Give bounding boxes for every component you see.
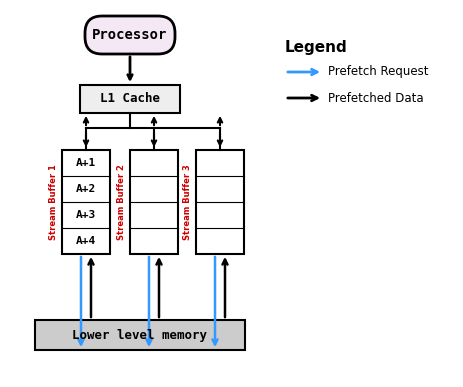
Bar	[35, 320, 244, 350]
Text: A+4: A+4	[76, 236, 96, 246]
Bar	[130, 150, 178, 254]
Bar	[62, 150, 110, 254]
Text: A+3: A+3	[76, 210, 96, 220]
Text: Prefetch Request: Prefetch Request	[327, 65, 427, 79]
Text: Stream Buffer 1: Stream Buffer 1	[50, 164, 58, 240]
FancyBboxPatch shape	[85, 16, 175, 54]
Text: L1 Cache: L1 Cache	[100, 92, 160, 106]
Text: Prefetched Data: Prefetched Data	[327, 91, 423, 104]
Text: Legend: Legend	[284, 40, 347, 55]
Text: Stream Buffer 3: Stream Buffer 3	[183, 164, 192, 240]
Text: A+1: A+1	[76, 158, 96, 168]
Bar	[195, 150, 244, 254]
Text: Processor: Processor	[92, 28, 167, 42]
Text: Lower level memory: Lower level memory	[72, 329, 207, 341]
Text: A+2: A+2	[76, 184, 96, 194]
Text: Stream Buffer 2: Stream Buffer 2	[117, 164, 126, 240]
Bar	[80, 85, 180, 113]
